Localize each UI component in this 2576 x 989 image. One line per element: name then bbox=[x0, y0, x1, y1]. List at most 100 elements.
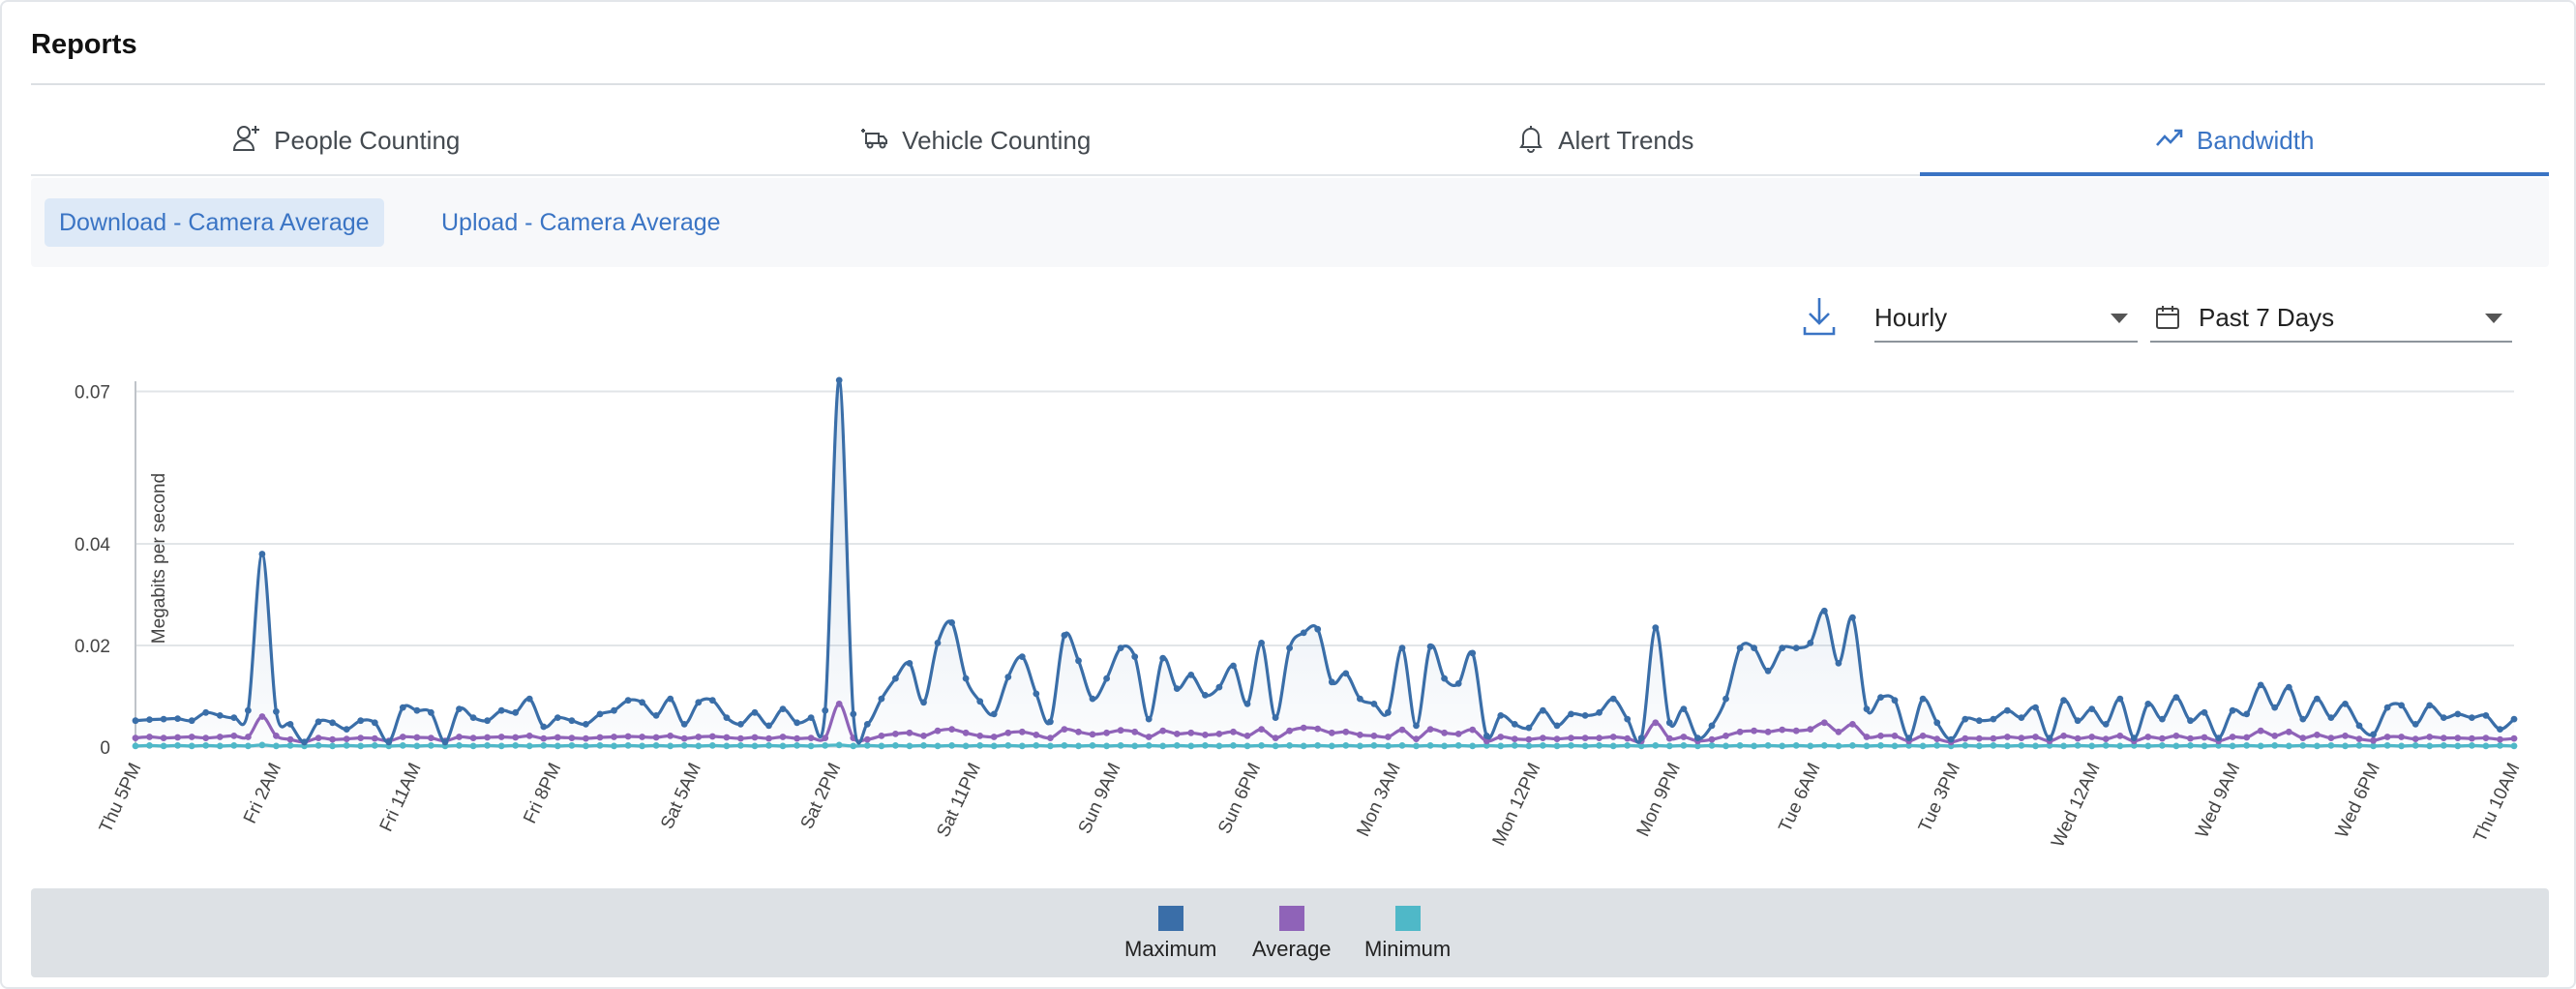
data-point[interactable] bbox=[512, 742, 520, 749]
data-point[interactable] bbox=[1258, 640, 1265, 646]
data-point[interactable] bbox=[258, 713, 266, 720]
data-point[interactable] bbox=[2440, 742, 2447, 749]
data-point[interactable] bbox=[1540, 706, 1546, 714]
data-point[interactable] bbox=[1131, 728, 1139, 735]
data-point[interactable] bbox=[540, 734, 548, 742]
data-point[interactable] bbox=[329, 742, 336, 750]
data-point[interactable] bbox=[1694, 734, 1701, 741]
data-point[interactable] bbox=[1089, 695, 1096, 703]
data-point[interactable] bbox=[1835, 728, 1842, 735]
data-point[interactable] bbox=[1637, 734, 1645, 741]
data-point[interactable] bbox=[1469, 742, 1477, 750]
data-point[interactable] bbox=[906, 742, 914, 750]
data-point[interactable] bbox=[1665, 742, 1673, 750]
data-point[interactable] bbox=[794, 719, 800, 727]
data-point[interactable] bbox=[737, 734, 744, 742]
data-point[interactable] bbox=[2271, 742, 2279, 749]
data-point[interactable] bbox=[1665, 719, 1673, 727]
data-point[interactable] bbox=[1609, 695, 1617, 703]
data-point[interactable] bbox=[2327, 742, 2335, 749]
data-point[interactable] bbox=[835, 376, 843, 384]
data-point[interactable] bbox=[1736, 728, 1744, 735]
data-point[interactable] bbox=[202, 742, 210, 749]
data-point[interactable] bbox=[624, 742, 632, 749]
data-point[interactable] bbox=[2159, 742, 2166, 749]
data-point[interactable] bbox=[794, 734, 800, 742]
data-point[interactable] bbox=[413, 742, 421, 750]
data-point[interactable] bbox=[751, 708, 759, 716]
data-point[interactable] bbox=[2497, 726, 2503, 733]
data-point[interactable] bbox=[1075, 657, 1082, 665]
data-point[interactable] bbox=[948, 742, 955, 749]
data-point[interactable] bbox=[1511, 721, 1518, 728]
data-point[interactable] bbox=[1792, 727, 1800, 734]
data-point[interactable] bbox=[2454, 734, 2462, 741]
data-point[interactable] bbox=[2144, 734, 2152, 740]
data-point[interactable] bbox=[1624, 742, 1632, 749]
data-point[interactable] bbox=[1061, 726, 1068, 733]
data-point[interactable] bbox=[596, 742, 604, 749]
data-point[interactable] bbox=[2116, 733, 2124, 739]
data-point[interactable] bbox=[1215, 731, 1223, 737]
data-point[interactable] bbox=[371, 734, 378, 742]
data-point[interactable] bbox=[2314, 732, 2321, 738]
data-point[interactable] bbox=[1553, 735, 1561, 742]
data-point[interactable] bbox=[1919, 695, 1927, 703]
data-point[interactable] bbox=[1652, 624, 1660, 631]
data-point[interactable] bbox=[2327, 714, 2335, 721]
data-point[interactable] bbox=[540, 742, 548, 749]
data-point[interactable] bbox=[583, 734, 589, 742]
data-point[interactable] bbox=[2130, 742, 2138, 749]
data-point[interactable] bbox=[1426, 742, 1434, 749]
data-point[interactable] bbox=[2411, 721, 2419, 728]
data-point[interactable] bbox=[863, 735, 871, 743]
data-point[interactable] bbox=[329, 735, 336, 743]
data-point[interactable] bbox=[1357, 742, 1363, 750]
data-point[interactable] bbox=[2482, 734, 2490, 741]
data-point[interactable] bbox=[1413, 722, 1420, 730]
data-point[interactable] bbox=[525, 742, 533, 750]
data-point[interactable] bbox=[484, 734, 491, 741]
data-point[interactable] bbox=[1708, 735, 1716, 743]
data-point[interactable] bbox=[1018, 728, 1026, 735]
data-point[interactable] bbox=[723, 714, 731, 721]
data-point[interactable] bbox=[1975, 734, 1983, 742]
data-point[interactable] bbox=[2060, 733, 2068, 739]
data-point[interactable] bbox=[2271, 733, 2279, 739]
data-point[interactable] bbox=[2018, 734, 2025, 741]
legend-item-maximum[interactable]: Maximum bbox=[1124, 906, 1216, 962]
data-point[interactable] bbox=[1680, 705, 1688, 712]
data-point[interactable] bbox=[2426, 702, 2434, 709]
data-point[interactable] bbox=[512, 708, 520, 716]
data-point[interactable] bbox=[906, 729, 914, 736]
data-point[interactable] bbox=[1398, 644, 1406, 651]
data-point[interactable] bbox=[920, 699, 927, 706]
data-point[interactable] bbox=[315, 734, 322, 741]
data-point[interactable] bbox=[568, 734, 576, 741]
data-point[interactable] bbox=[1385, 708, 1392, 716]
data-point[interactable] bbox=[2130, 734, 2138, 741]
data-point[interactable] bbox=[1751, 742, 1757, 750]
data-point[interactable] bbox=[2032, 742, 2039, 750]
data-point[interactable] bbox=[2398, 742, 2406, 750]
data-point[interactable] bbox=[2018, 714, 2025, 721]
data-point[interactable] bbox=[2469, 734, 2475, 742]
data-point[interactable] bbox=[652, 712, 660, 719]
data-point[interactable] bbox=[822, 734, 829, 741]
data-point[interactable] bbox=[850, 742, 857, 750]
data-point[interactable] bbox=[583, 742, 589, 750]
data-point[interactable] bbox=[2201, 734, 2208, 741]
data-point[interactable] bbox=[1469, 726, 1477, 734]
data-point[interactable] bbox=[934, 727, 942, 734]
data-point[interactable] bbox=[399, 742, 406, 749]
subtab-download[interactable]: Download - Camera Average bbox=[45, 198, 384, 247]
data-point[interactable] bbox=[1454, 742, 1462, 749]
data-point[interactable] bbox=[413, 734, 421, 741]
data-point[interactable] bbox=[568, 742, 576, 749]
data-point[interactable] bbox=[1849, 742, 1856, 749]
data-point[interactable] bbox=[1665, 734, 1673, 742]
data-point[interactable] bbox=[1061, 742, 1068, 749]
data-point[interactable] bbox=[1933, 735, 1941, 742]
data-point[interactable] bbox=[568, 717, 576, 725]
data-point[interactable] bbox=[1736, 742, 1744, 749]
